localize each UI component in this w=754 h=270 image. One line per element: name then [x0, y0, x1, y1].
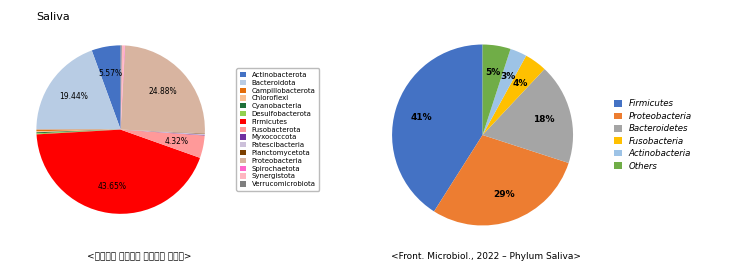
Text: 5%: 5%: [485, 68, 500, 77]
Text: 19.44%: 19.44%: [60, 92, 88, 101]
Text: <헬스케어 빅데이터 쇼케이스 데이터>: <헬스케어 빅데이터 쇼케이스 데이터>: [87, 252, 192, 261]
Wedge shape: [121, 45, 124, 130]
Text: 4.32%: 4.32%: [164, 137, 188, 146]
Wedge shape: [483, 69, 573, 163]
Wedge shape: [483, 56, 544, 135]
Text: 4%: 4%: [512, 79, 528, 88]
Wedge shape: [36, 130, 121, 133]
Wedge shape: [36, 130, 121, 132]
Wedge shape: [36, 130, 121, 131]
Wedge shape: [121, 130, 205, 134]
Legend: Firmicutes, Proteobacteria, Bacteroidetes, Fusobacteria, Actinobacteria, Others: Firmicutes, Proteobacteria, Bacteroidete…: [611, 97, 694, 173]
Wedge shape: [483, 49, 526, 135]
Text: Saliva: Saliva: [36, 12, 70, 22]
Text: <Front. Microbiol., 2022 – Phylum Saliva>: <Front. Microbiol., 2022 – Phylum Saliva…: [391, 252, 581, 261]
Wedge shape: [121, 130, 204, 136]
Wedge shape: [392, 45, 483, 211]
Wedge shape: [121, 45, 125, 130]
Legend: Actinobacterota, Bacteroidota, Campillobacterota, Chloroflexi, Cyanobacteria, De: Actinobacterota, Bacteroidota, Campillob…: [237, 69, 319, 191]
Wedge shape: [483, 45, 510, 135]
Wedge shape: [121, 45, 205, 133]
Text: 3%: 3%: [500, 72, 515, 81]
Wedge shape: [36, 130, 121, 134]
Wedge shape: [36, 50, 121, 130]
Text: 24.88%: 24.88%: [149, 87, 177, 96]
Wedge shape: [121, 130, 205, 135]
Wedge shape: [36, 130, 200, 214]
Text: 41%: 41%: [411, 113, 433, 122]
Text: 43.65%: 43.65%: [98, 182, 127, 191]
Wedge shape: [121, 130, 204, 158]
Text: 18%: 18%: [533, 115, 555, 124]
Wedge shape: [434, 135, 569, 225]
Text: 5.57%: 5.57%: [99, 69, 123, 78]
Text: 29%: 29%: [493, 190, 515, 199]
Wedge shape: [92, 45, 121, 130]
